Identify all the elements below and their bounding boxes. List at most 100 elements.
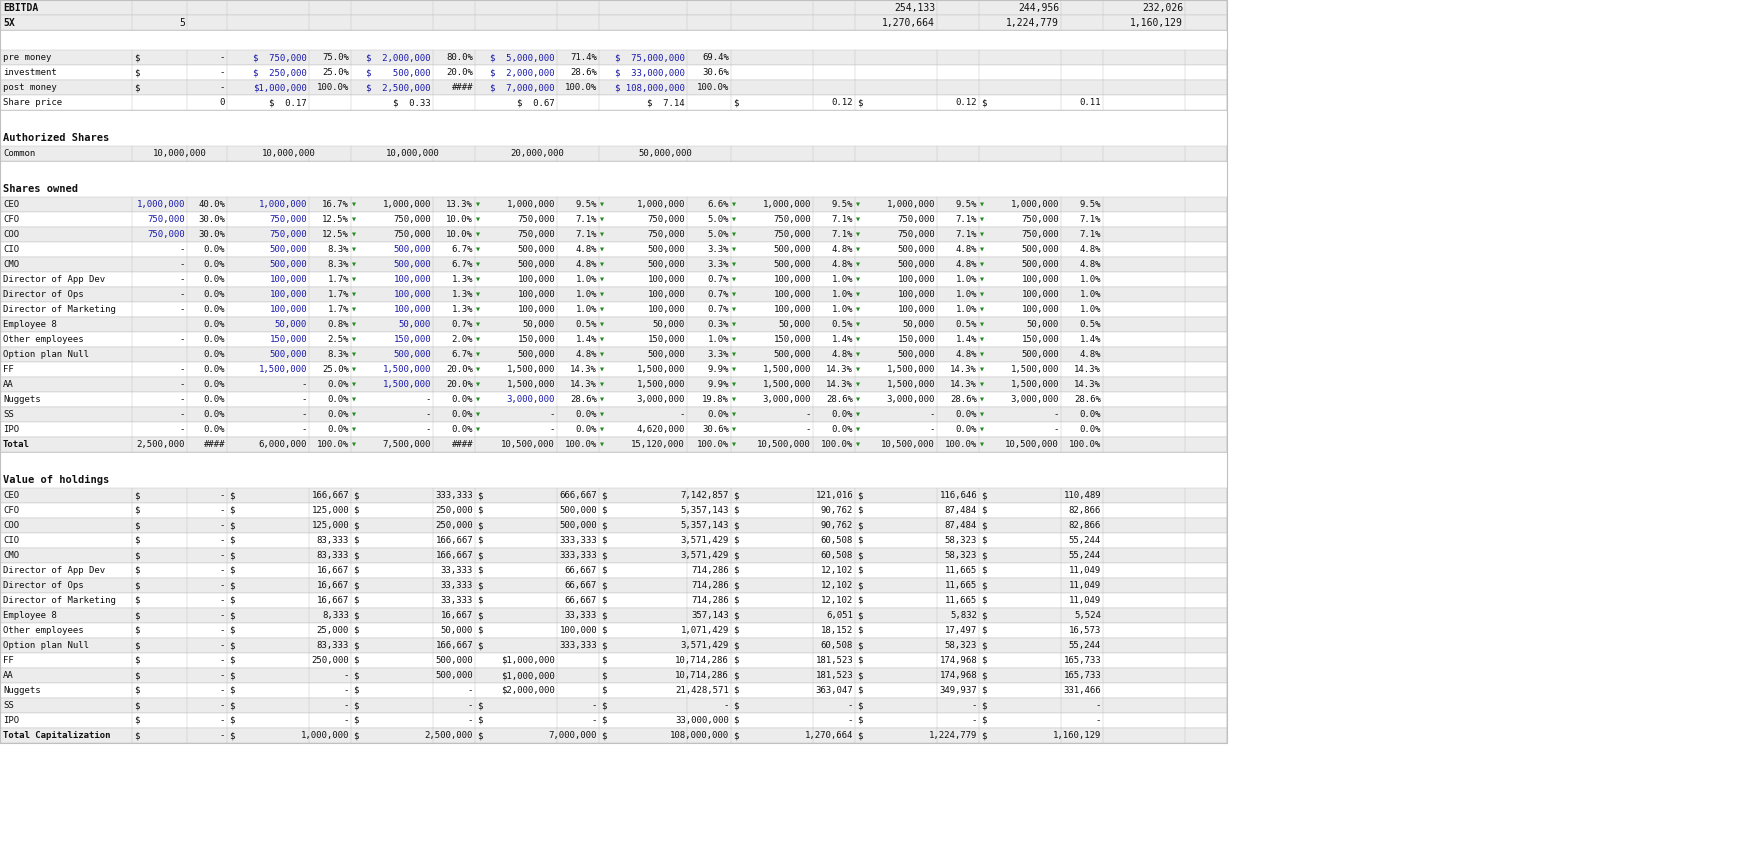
Polygon shape	[732, 278, 736, 282]
Polygon shape	[732, 322, 736, 326]
Text: 33,333: 33,333	[441, 566, 472, 575]
Text: 0.8%: 0.8%	[328, 320, 349, 329]
Text: 181,523: 181,523	[816, 671, 852, 680]
Text: 1,500,000: 1,500,000	[1011, 380, 1060, 389]
Text: 1.0%: 1.0%	[575, 290, 598, 299]
Text: 7,500,000: 7,500,000	[383, 440, 431, 449]
Text: $: $	[478, 626, 483, 635]
Text: 16,667: 16,667	[317, 596, 349, 605]
Text: 349,937: 349,937	[939, 686, 978, 695]
Text: $: $	[858, 611, 863, 620]
Text: 7,000,000: 7,000,000	[549, 731, 598, 740]
Text: $: $	[734, 686, 739, 695]
Text: 750,000: 750,000	[774, 230, 810, 239]
Text: 82,866: 82,866	[1068, 506, 1102, 515]
Text: Value of holdings: Value of holdings	[3, 475, 110, 485]
Text: 30.0%: 30.0%	[199, 230, 225, 239]
Text: 0.0%: 0.0%	[328, 380, 349, 389]
Text: pre money: pre money	[3, 53, 51, 62]
Text: $: $	[734, 731, 739, 740]
Text: $: $	[134, 491, 139, 500]
Polygon shape	[856, 398, 859, 401]
Text: 254,133: 254,133	[894, 3, 934, 13]
Polygon shape	[600, 398, 605, 401]
Text: 20.0%: 20.0%	[446, 365, 472, 374]
Text: 14.3%: 14.3%	[826, 380, 852, 389]
Text: 1.0%: 1.0%	[831, 275, 852, 284]
Text: $: $	[228, 716, 234, 725]
Text: $: $	[354, 581, 359, 590]
Polygon shape	[600, 218, 605, 221]
Text: $: $	[981, 626, 987, 635]
Text: 1.3%: 1.3%	[451, 305, 472, 314]
Text: $: $	[134, 551, 139, 560]
Text: -: -	[180, 395, 185, 404]
Polygon shape	[980, 442, 985, 447]
Text: 750,000: 750,000	[148, 230, 185, 239]
Text: $: $	[354, 626, 359, 635]
Text: 150,000: 150,000	[898, 335, 934, 344]
Text: 0.0%: 0.0%	[204, 425, 225, 434]
Text: $: $	[228, 506, 234, 515]
Text: 5: 5	[180, 18, 185, 28]
Text: 0.0%: 0.0%	[831, 410, 852, 419]
Text: 100.0%: 100.0%	[565, 83, 598, 92]
Text: 0: 0	[220, 98, 225, 107]
Polygon shape	[980, 278, 985, 282]
Text: 750,000: 750,000	[898, 230, 934, 239]
Text: 1.4%: 1.4%	[575, 335, 598, 344]
Text: SS: SS	[3, 701, 14, 710]
Text: 14.3%: 14.3%	[570, 365, 598, 374]
Text: 0.12: 0.12	[955, 98, 978, 107]
Text: $: $	[734, 491, 739, 500]
Text: 714,286: 714,286	[692, 581, 729, 590]
Text: 100,000: 100,000	[518, 305, 554, 314]
Text: 750,000: 750,000	[518, 215, 554, 224]
Text: 83,333: 83,333	[317, 641, 349, 650]
Text: CMO: CMO	[3, 260, 19, 269]
Text: -: -	[220, 491, 225, 500]
Text: 1,500,000: 1,500,000	[1011, 365, 1060, 374]
Bar	[0, 713, 1227, 728]
Text: -: -	[1053, 410, 1060, 419]
Text: 82,866: 82,866	[1068, 521, 1102, 530]
Text: 6.6%: 6.6%	[708, 200, 729, 209]
Text: 250,000: 250,000	[436, 506, 472, 515]
Text: $: $	[601, 491, 607, 500]
Text: 12.5%: 12.5%	[322, 215, 349, 224]
Text: 30.6%: 30.6%	[702, 425, 729, 434]
Polygon shape	[352, 337, 356, 341]
Text: $1,000,000: $1,000,000	[502, 656, 554, 665]
Text: Employee 8: Employee 8	[3, 320, 58, 329]
Text: -: -	[180, 275, 185, 284]
Text: Share price: Share price	[3, 98, 63, 107]
Text: -: -	[680, 410, 685, 419]
Text: 1.0%: 1.0%	[831, 290, 852, 299]
Text: $: $	[478, 716, 483, 725]
Text: $: $	[134, 83, 139, 92]
Text: 1.0%: 1.0%	[1079, 275, 1102, 284]
Text: $: $	[354, 701, 359, 710]
Text: 0.0%: 0.0%	[204, 245, 225, 254]
Text: -: -	[549, 425, 554, 434]
Text: $: $	[858, 98, 863, 107]
Text: 100,000: 100,000	[270, 305, 307, 314]
Text: -: -	[1096, 716, 1102, 725]
Text: 1,071,429: 1,071,429	[680, 626, 729, 635]
Bar	[0, 80, 1227, 95]
Text: 90,762: 90,762	[821, 506, 852, 515]
Text: -: -	[971, 716, 978, 725]
Text: 28.6%: 28.6%	[570, 395, 598, 404]
Text: 12,102: 12,102	[821, 581, 852, 590]
Text: 0.7%: 0.7%	[708, 275, 729, 284]
Text: -: -	[302, 395, 307, 404]
Polygon shape	[600, 427, 605, 431]
Text: 0.0%: 0.0%	[451, 395, 472, 404]
Text: $: $	[354, 551, 359, 560]
Text: $: $	[734, 536, 739, 545]
Text: 4.8%: 4.8%	[955, 350, 978, 359]
Text: -: -	[805, 410, 810, 419]
Text: 87,484: 87,484	[945, 506, 978, 515]
Text: $: $	[858, 731, 863, 740]
Text: 9.5%: 9.5%	[831, 200, 852, 209]
